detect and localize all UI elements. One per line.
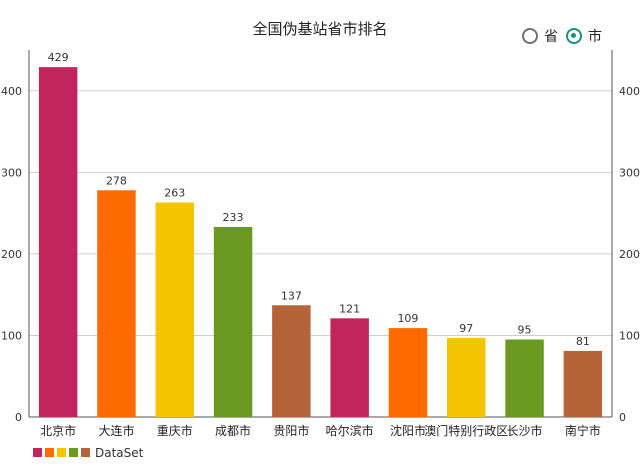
bar — [272, 305, 311, 417]
y-tick-label-right: 300 — [619, 166, 640, 179]
bar-value-label: 263 — [164, 187, 185, 200]
y-tick-label-left: 400 — [1, 85, 22, 98]
radio-city[interactable]: 市 — [566, 26, 602, 46]
legend-swatch — [33, 448, 42, 457]
bar — [213, 226, 253, 417]
bar — [155, 202, 194, 417]
legend-swatch — [69, 448, 78, 457]
bar — [505, 339, 544, 417]
x-tick-label: 长沙市 — [507, 423, 543, 438]
bar-value-label: 109 — [397, 312, 418, 325]
legend-swatch — [57, 448, 66, 457]
province-city-toggle: 省 市 — [522, 26, 610, 46]
y-tick-label-left: 0 — [15, 411, 22, 424]
bar — [563, 350, 603, 417]
x-tick-label: 大连市 — [98, 423, 134, 438]
y-tick-label-left: 300 — [1, 166, 22, 179]
bar-value-label: 137 — [281, 289, 302, 302]
y-tick-label-right: 200 — [619, 248, 640, 261]
legend-swatch — [81, 448, 90, 457]
radio-province[interactable]: 省 — [522, 26, 558, 46]
x-tick-label: 沈阳市 — [390, 423, 426, 438]
chart-title: 全国伪基站省市排名 — [252, 20, 388, 38]
radio-city-circle[interactable] — [566, 28, 582, 44]
legend-label: DataSet — [95, 446, 144, 460]
x-tick-label: 重庆市 — [157, 423, 193, 438]
legend-swatch — [45, 448, 54, 457]
bar-value-label: 278 — [106, 174, 127, 187]
x-tick-label: 贵阳市 — [273, 423, 309, 438]
bar — [388, 328, 428, 417]
y-tick-label-right: 0 — [619, 411, 626, 424]
radio-province-circle[interactable] — [522, 28, 538, 44]
x-tick-label: 南宁市 — [565, 423, 601, 438]
x-tick-label: 北京市 — [40, 423, 76, 438]
bar-value-label: 81 — [576, 335, 590, 348]
x-tick-label: 澳门特别行政区 — [424, 423, 508, 438]
bar — [330, 318, 369, 417]
x-tick-label: 哈尔滨市 — [326, 423, 374, 438]
bar-value-label: 97 — [459, 322, 473, 335]
x-tick-label: 成都市 — [215, 423, 251, 438]
bar — [447, 337, 486, 417]
y-tick-label-right: 400 — [619, 85, 640, 98]
bar-value-label: 429 — [48, 51, 69, 64]
y-tick-label-left: 100 — [1, 329, 22, 342]
radio-city-label: 市 — [588, 29, 602, 45]
y-tick-label-left: 200 — [1, 248, 22, 261]
bar-value-label: 121 — [339, 302, 360, 315]
bar-value-label: 233 — [223, 211, 244, 224]
radio-province-label: 省 — [544, 29, 558, 45]
bar-value-label: 95 — [518, 324, 532, 337]
bar — [38, 67, 78, 418]
y-tick-label-right: 100 — [619, 329, 640, 342]
bar — [97, 190, 136, 417]
